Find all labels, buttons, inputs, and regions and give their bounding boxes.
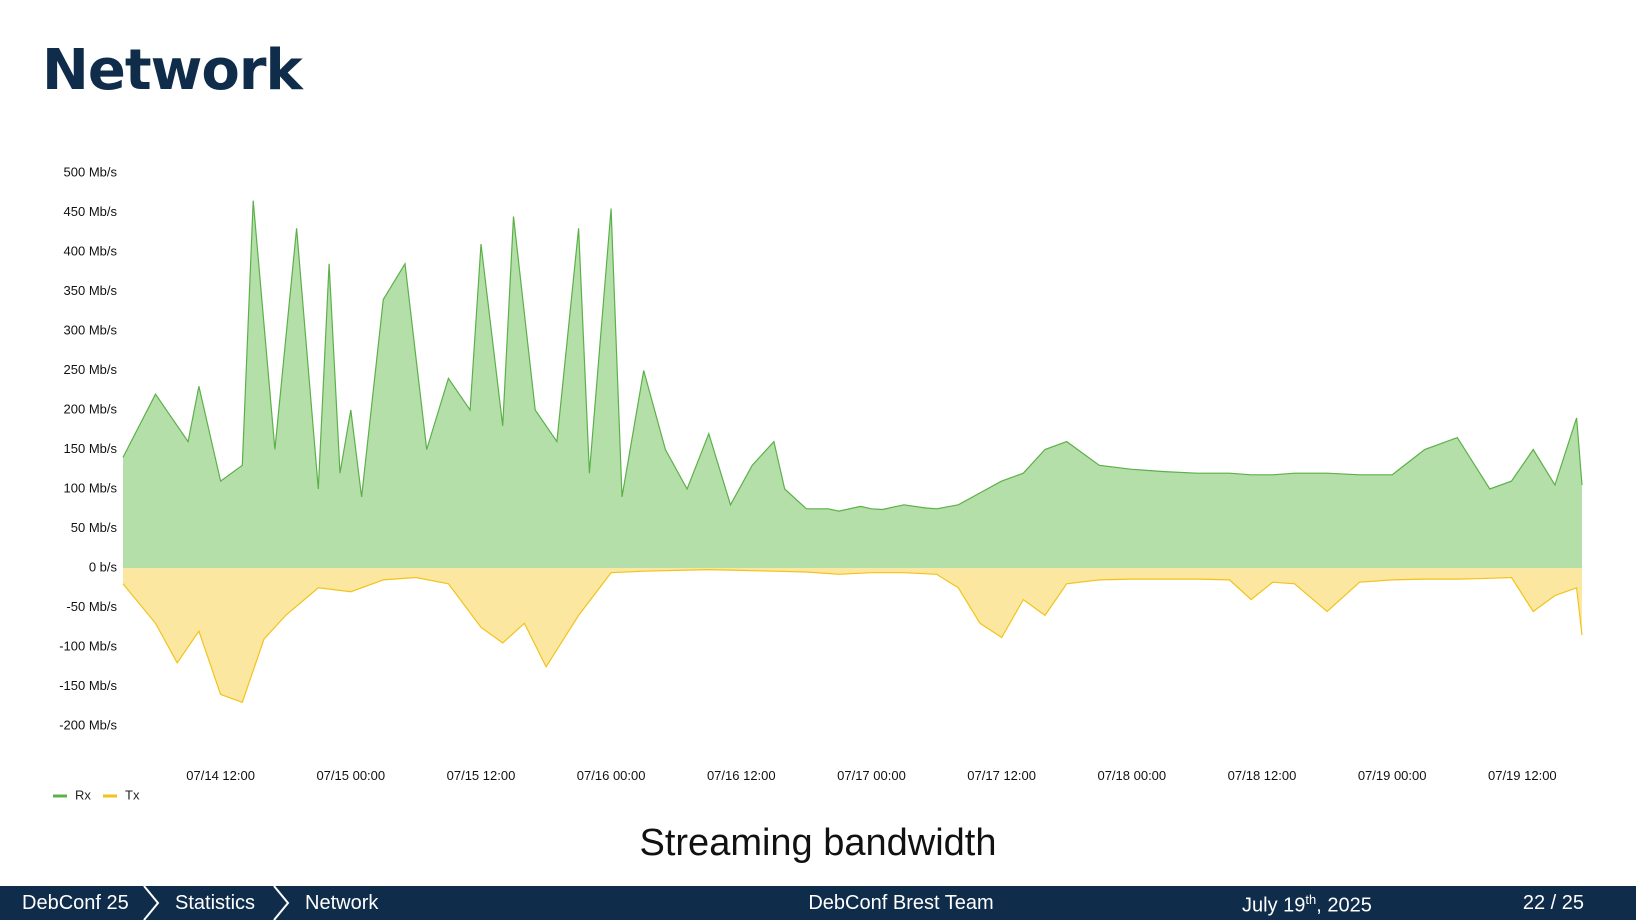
y-tick-label: 0 b/s (89, 559, 118, 574)
chevron-right-icon (143, 886, 160, 920)
breadcrumb-item-statistics[interactable]: Statistics (175, 892, 256, 914)
footer-date-sup: th (1305, 892, 1317, 907)
y-tick-label: 450 Mb/s (64, 204, 118, 219)
footer-date-prefix: July 19 (1242, 894, 1306, 917)
y-tick-label: -150 Mb/s (59, 678, 117, 693)
rx-legend-label: Rx (75, 787, 91, 800)
x-tick-label: 07/16 00:00 (577, 768, 646, 783)
chart-legend: Rx Tx (53, 787, 140, 800)
y-tick-label: 500 Mb/s (64, 164, 118, 179)
rx-line (122, 200, 1583, 512)
x-tick-label: 07/18 00:00 (1097, 768, 1166, 783)
x-tick-label: 07/19 00:00 (1358, 768, 1427, 783)
footer-date-suffix: , 2025 (1316, 894, 1372, 917)
x-tick-label: 07/17 00:00 (837, 768, 906, 783)
x-tick-label: 07/19 12:00 (1488, 768, 1557, 783)
footer-team: DebConf Brest Team (808, 892, 994, 914)
y-tick-label: -100 Mb/s (59, 638, 117, 653)
x-tick-label: 07/18 12:00 (1228, 768, 1297, 783)
tx-line (122, 568, 1583, 704)
tx-legend-label: Tx (125, 787, 140, 800)
tx-area (123, 568, 1582, 703)
breadcrumb-item-debconf[interactable]: DebConf 25 (22, 892, 129, 914)
footer-bar: DebConf 25 Statistics Network DebConf Br… (0, 886, 1636, 920)
bandwidth-chart: 500 Mb/s 450 Mb/s 400 Mb/s 350 Mb/s 300 Mb/s… (53, 164, 1583, 800)
y-tick-label: 350 Mb/s (64, 283, 118, 298)
page-number: 22 / 25 (1522, 892, 1584, 914)
x-axis-ticks: 07/14 12:00 07/15 00:00 07/15 12:00 07/16 0… (186, 768, 1556, 783)
y-axis-ticks: 500 Mb/s 450 Mb/s 400 Mb/s 350 Mb/s 300 Mb/s… (59, 164, 117, 732)
rx-area (123, 200, 1582, 568)
slide-title: Network (42, 38, 303, 103)
y-tick-label: -50 Mb/s (66, 599, 117, 614)
y-tick-label: 50 Mb/s (71, 520, 118, 535)
slide-caption: Streaming bandwidth (639, 822, 997, 864)
chart-areas (122, 200, 1583, 704)
footer-date: July 19th, 2025 (1242, 892, 1372, 918)
x-tick-label: 07/15 12:00 (447, 768, 516, 783)
y-tick-label: 400 Mb/s (64, 243, 118, 258)
x-tick-label: 07/16 12:00 (707, 768, 776, 783)
chevron-right-icon (273, 886, 290, 920)
y-tick-label: 250 Mb/s (64, 362, 118, 377)
x-tick-label: 07/14 12:00 (186, 768, 255, 783)
x-tick-label: 07/17 12:00 (967, 768, 1036, 783)
y-tick-label: 200 Mb/s (64, 401, 118, 416)
breadcrumb-item-network[interactable]: Network (305, 892, 379, 914)
y-tick-label: 300 Mb/s (64, 322, 118, 337)
y-tick-label: -200 Mb/s (59, 717, 117, 732)
x-tick-label: 07/15 00:00 (316, 768, 385, 783)
y-tick-label: 100 Mb/s (64, 480, 118, 495)
y-tick-label: 150 Mb/s (64, 441, 118, 456)
